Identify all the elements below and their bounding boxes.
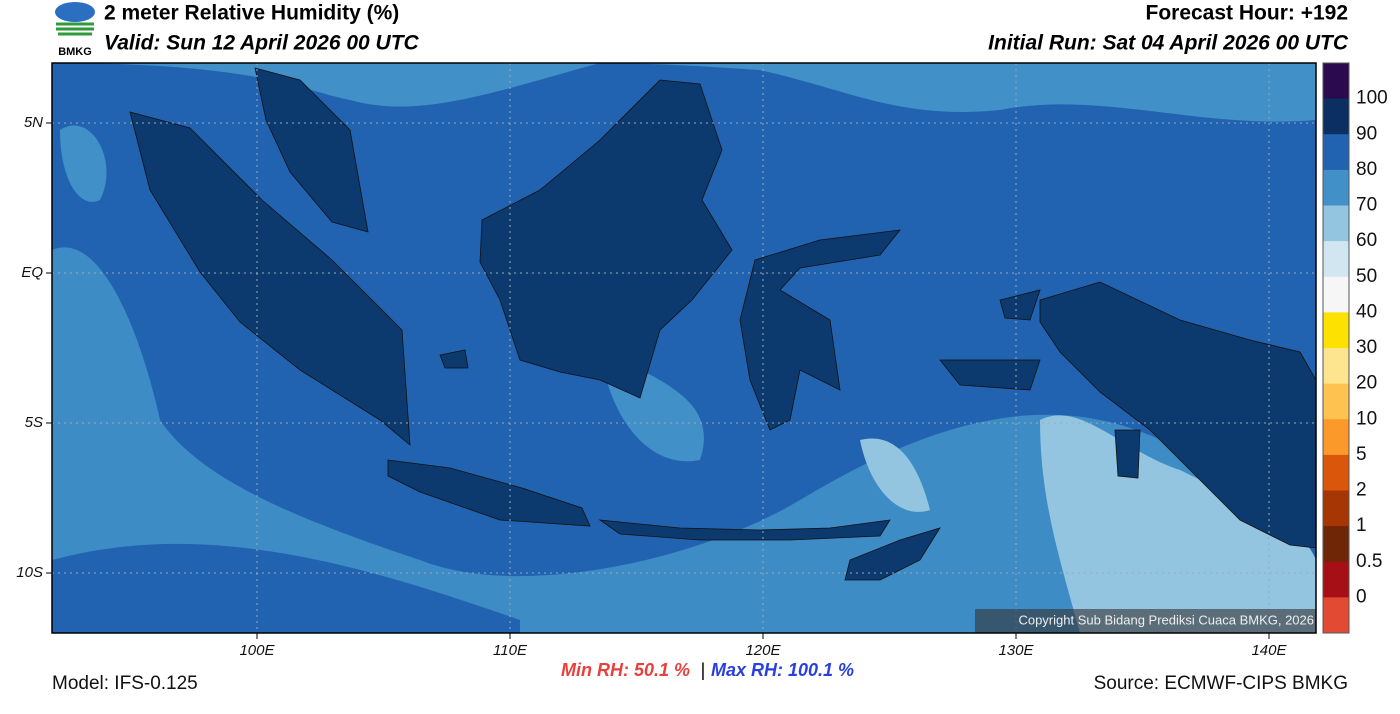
colorbar-swatch xyxy=(1323,134,1349,171)
colorbar-label: 50 xyxy=(1356,266,1377,287)
lon-label: 130E xyxy=(998,642,1034,659)
colorbar-swatch xyxy=(1323,597,1349,634)
colorbar-swatch xyxy=(1323,205,1349,242)
lat-label: 5N xyxy=(24,114,43,131)
colorbar-swatch xyxy=(1323,98,1349,135)
colorbar-swatch xyxy=(1323,383,1349,420)
colorbar-swatch xyxy=(1323,526,1349,563)
source: Source: ECMWF-CIPS BMKG xyxy=(1094,673,1348,694)
colorbar-swatch xyxy=(1323,348,1349,385)
forecast-hour: Forecast Hour: +192 xyxy=(1146,2,1349,25)
lon-label: 100E xyxy=(239,642,275,659)
colorbar-swatch xyxy=(1323,561,1349,598)
colorbar-label: 60 xyxy=(1356,230,1377,251)
colorbar-label: 20 xyxy=(1356,373,1377,394)
max-rh: Max RH: 100.1 % xyxy=(711,660,854,680)
colorbar-swatch xyxy=(1323,312,1349,349)
map: Copyright Sub Bidang Prediksi Cuaca BMKG… xyxy=(52,63,1316,633)
colorbar-swatch xyxy=(1323,241,1349,278)
colorbar-label: 0 xyxy=(1356,586,1367,607)
lon-label: 120E xyxy=(745,642,781,659)
colorbar-swatch xyxy=(1323,63,1349,100)
initial-run: Initial Run: Sat 04 April 2026 00 UTC xyxy=(988,32,1349,55)
colorbar-frame xyxy=(1322,62,1350,634)
colorbar: 100 90 80 70 60 50 40 30 20 10 5 2 1 0.5 0 xyxy=(1322,62,1388,634)
colorbar-label: 5 xyxy=(1356,444,1367,465)
model: Model: IFS-0.125 xyxy=(52,673,198,694)
valid-time: Valid: Sun 12 April 2026 00 UTC xyxy=(104,32,420,55)
colorbar-swatch xyxy=(1323,454,1349,491)
lat-label: 10S xyxy=(16,564,43,581)
colorbar-label: 1 xyxy=(1356,515,1367,536)
min-rh: Min RH: 50.1 % xyxy=(561,660,690,680)
map-frame xyxy=(51,62,1317,634)
colorbar-label: 80 xyxy=(1356,159,1377,180)
colorbar-label: 70 xyxy=(1356,195,1377,216)
axes: 5N EQ 5S 10S 100E 110E 120E 130E 140E xyxy=(16,114,1287,659)
logo-text: BMKG xyxy=(58,46,92,58)
colorbar-label: 0.5 xyxy=(1356,551,1382,572)
lat-label: 5S xyxy=(25,414,43,431)
colorbar-label: 10 xyxy=(1356,408,1377,429)
colorbar-swatch xyxy=(1323,169,1349,206)
title: 2 meter Relative Humidity (%) xyxy=(104,2,399,25)
logo: BMKG xyxy=(55,2,95,58)
colorbar-label: 100 xyxy=(1356,88,1388,109)
colorbar-swatch xyxy=(1323,490,1349,527)
colorbar-label: 90 xyxy=(1356,123,1377,144)
copyright: Copyright Sub Bidang Prediksi Cuaca BMKG… xyxy=(1018,612,1314,627)
lon-label: 140E xyxy=(1251,642,1287,659)
colorbar-label: 40 xyxy=(1356,301,1377,322)
colorbar-swatch xyxy=(1323,419,1349,456)
colorbar-label: 2 xyxy=(1356,480,1367,501)
colorbar-swatch xyxy=(1323,276,1349,313)
lon-label: 110E xyxy=(493,642,528,659)
lat-label: EQ xyxy=(21,264,43,281)
colorbar-label: 30 xyxy=(1356,337,1377,358)
separator: | xyxy=(701,660,706,680)
